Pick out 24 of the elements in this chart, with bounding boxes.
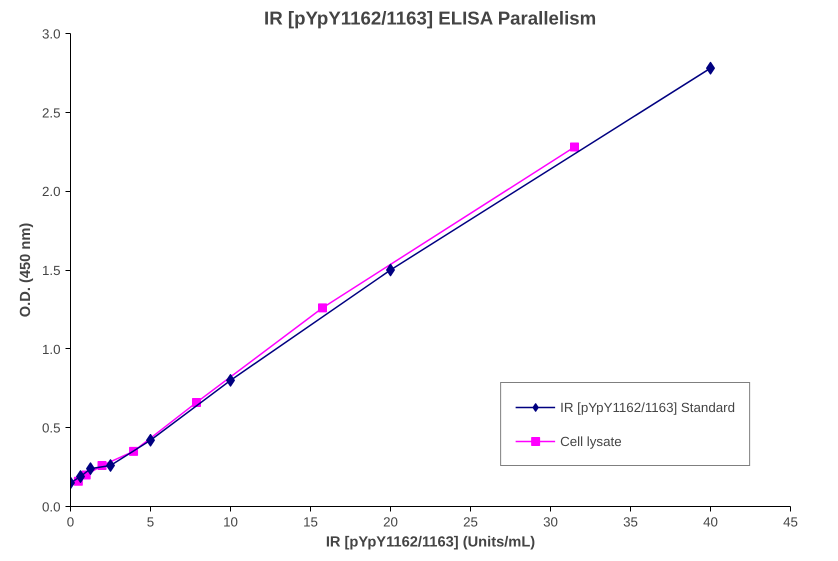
x-tick-label: 30 xyxy=(543,514,558,530)
x-tick-label: 20 xyxy=(383,514,398,530)
x-tick-label: 35 xyxy=(623,514,638,530)
y-tick-label: 1.0 xyxy=(42,342,61,357)
y-tick-label: 0.5 xyxy=(42,420,61,436)
chart-title: IR [pYpY1162/1163] ELISA Parallelism xyxy=(264,8,596,28)
x-tick-label: 5 xyxy=(146,514,154,530)
y-tick-label: 1.5 xyxy=(42,263,61,278)
y-tick-label: 0.0 xyxy=(42,500,61,514)
x-tick-label: 25 xyxy=(463,514,478,530)
legend-label: IR [pYpY1162/1163] Standard xyxy=(560,400,735,414)
y-tick-label: 2.0 xyxy=(42,184,61,200)
x-tick-label: 45 xyxy=(783,514,798,530)
legend-label: Cell lysate xyxy=(560,434,622,448)
y-axis-title: O.D. (450 nm) xyxy=(18,222,34,318)
x-axis-title: IR [pYpY1162/1163] (Units/mL) xyxy=(326,534,536,550)
y-tick-label: 3.0 xyxy=(42,26,61,42)
point xyxy=(318,303,327,312)
x-tick-label: 40 xyxy=(703,514,718,530)
point xyxy=(570,142,579,152)
x-tick-label: 0 xyxy=(66,514,74,530)
y-tick-label: 2.5 xyxy=(42,105,61,120)
x-tick-label: 15 xyxy=(303,514,318,530)
x-tick-label: 10 xyxy=(223,514,238,530)
